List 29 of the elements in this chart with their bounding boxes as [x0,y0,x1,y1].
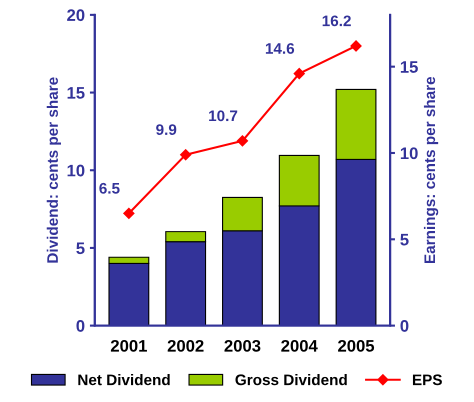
data-label: 14.6 [266,43,294,54]
data-label: 9.9 [156,124,176,136]
x-tick-label: 2004 [281,340,318,352]
x-tick-label: 2002 [168,340,204,352]
point [294,68,305,80]
y2-tick-label: 10 [400,147,418,160]
legend-label: Gross Dividend [235,374,347,386]
legend-label: Net Dividend [78,374,170,386]
data-label: 16.2 [322,15,351,26]
y-tick-label: 20 [67,9,84,22]
y-tick-label: 15 [68,87,85,99]
data-label: 10.7 [209,110,238,122]
y-axis-title: Dividend: cents per share [46,77,61,263]
y2-tick-label: 5 [400,234,409,246]
y2-axis-title: Earnings: cents per share [424,76,438,264]
point [236,135,248,147]
y-tick-label: 5 [76,242,85,254]
x-tick-label: 2003 [224,340,260,352]
y2-tick-label: 0 [400,320,408,332]
x-tick-label: 2005 [338,340,374,352]
legend-label: EPS [412,374,442,386]
point [180,149,192,160]
data-label: 6.5 [99,182,120,194]
point [350,40,362,52]
x-tick-label: 2001 [110,340,147,352]
y-tick-label: 0 [76,320,84,332]
y2-tick-label: 15 [400,61,418,73]
point [123,208,134,220]
y-tick-label: 10 [68,164,84,176]
